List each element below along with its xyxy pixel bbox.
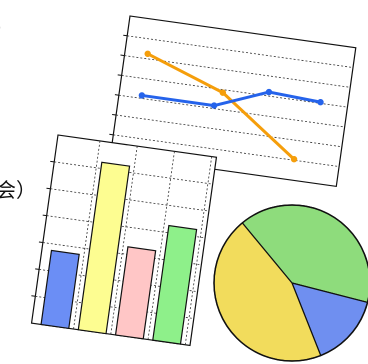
bar-chart-bar [77,161,131,335]
bar-chart-bar [40,249,80,330]
text-fragment-top: ） [0,18,14,38]
pie-chart-slices [213,204,368,362]
line-chart-point [219,89,227,96]
line-chart-tick [120,54,125,57]
line-chart-gridline [118,94,345,128]
bar-chart-gridline [50,188,209,212]
line-chart-tick [112,113,117,116]
bar-chart-bar [114,246,157,340]
bar-chart-tick [42,214,47,217]
line-chart-tick [109,133,114,136]
bar-chart-tick [35,268,40,270]
line-chart-tick [114,94,119,96]
line-chart-gridline [113,134,340,167]
text-fragment-middle: 会） [0,178,36,202]
line-chart-gridline [127,35,354,68]
line-chart-tick [123,34,128,37]
bar-chart-bars [40,140,213,345]
line-chart-gridline [116,114,342,148]
line-chart-point [138,92,146,99]
line-chart-point [290,156,298,163]
bar-chart-card [30,134,218,347]
line-chart-tick [117,74,122,76]
bar-chart-tick [46,187,51,190]
bar-chart-gridline [54,161,213,185]
pie-outline [213,204,368,362]
bar-chart-tick [50,160,55,163]
line-chart-point [265,88,273,96]
bar-chart-tick [31,295,36,297]
line-chart-series-line [141,90,321,108]
bar-chart-tick [38,241,43,244]
line-chart-series [138,50,324,163]
bar-chart-bar [152,224,198,345]
line-chart-card [109,15,357,188]
line-chart-point [144,50,151,58]
pie-chart [213,204,368,362]
line-chart-point [317,98,324,106]
line-chart-point [210,102,218,109]
line-chart-gridline [121,75,348,108]
